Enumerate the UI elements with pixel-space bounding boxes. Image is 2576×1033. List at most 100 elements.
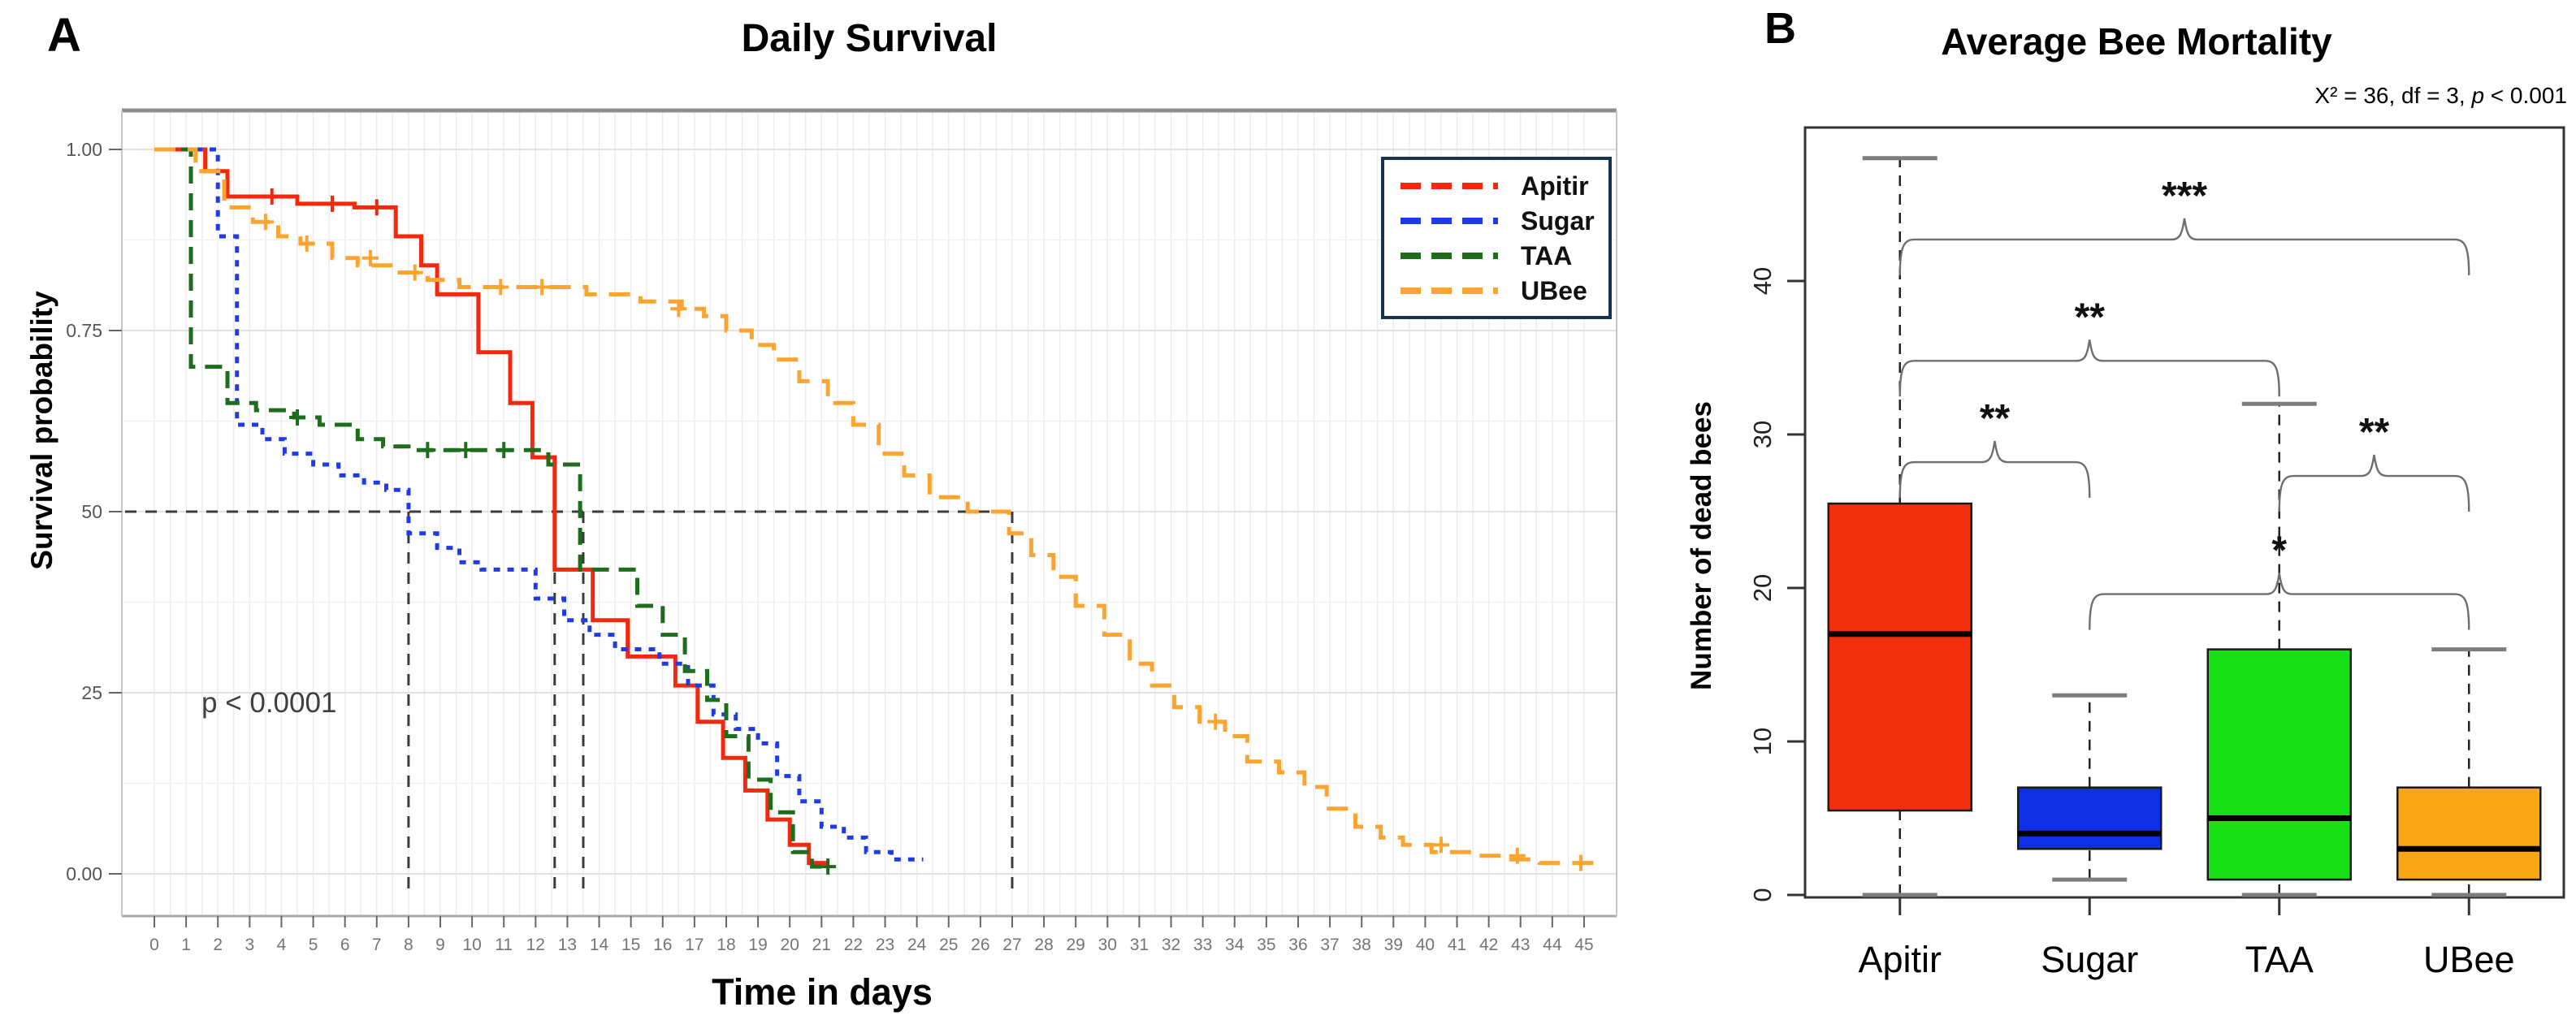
- x-tick-label: 13: [558, 936, 577, 954]
- boxplot-group-taa: [2206, 401, 2352, 897]
- panel-b-label: B: [1764, 4, 1796, 53]
- survival-curve-ubee: [154, 147, 1594, 866]
- legend-item-sugar: Sugar: [1399, 203, 1608, 238]
- stats-p-threshold: < 0.001: [2484, 83, 2567, 108]
- censor-mark-ubee: [492, 279, 509, 296]
- significance-bracket: [1898, 339, 2280, 397]
- x-tick-label: 8: [404, 936, 413, 954]
- censor-mark-ubee: [298, 235, 315, 252]
- x-tick-label: 35: [1257, 936, 1275, 954]
- box-iqr: [1827, 502, 1972, 812]
- x-tick-label: 25: [939, 936, 958, 954]
- x-tick-label: 36: [1288, 936, 1307, 954]
- legend-item-apitir: Apitir: [1399, 168, 1608, 203]
- legend-item-ubee: UBee: [1399, 273, 1608, 308]
- y-tick-label: 50: [81, 501, 102, 522]
- y-tick-label: 10: [1748, 728, 1777, 755]
- box-iqr: [2206, 648, 2352, 881]
- significance-bracket: [1898, 440, 2091, 499]
- x-tick-label: 32: [1162, 936, 1180, 954]
- x-tick-label: 0: [149, 936, 159, 954]
- censor-mark-ubee: [406, 264, 423, 281]
- y-tick-label: 30: [1748, 421, 1777, 448]
- x-tick-label: 18: [717, 936, 735, 954]
- x-tick-label: 20: [781, 936, 799, 954]
- significance-stars: **: [2359, 411, 2390, 454]
- y-tick-label: 1.00: [66, 139, 102, 160]
- censor-mark-taa: [419, 442, 436, 459]
- x-tick-label: 4: [277, 936, 287, 954]
- x-tick-label: 45: [1574, 936, 1593, 954]
- censor-mark-ubee: [534, 279, 551, 296]
- box-iqr: [2396, 786, 2542, 881]
- censor-mark-ubee: [1207, 713, 1224, 730]
- category-label: UBee: [2423, 939, 2515, 980]
- censor-mark-ubee: [362, 249, 379, 266]
- panel-a-label: A: [47, 9, 81, 62]
- significance-stars: **: [1980, 397, 2011, 440]
- censor-mark-ubee: [257, 214, 274, 231]
- stats-p-symbol: p: [2471, 83, 2485, 108]
- x-tick-label: 42: [1479, 936, 1498, 954]
- censor-mark-taa: [820, 858, 837, 875]
- significance-stars: *: [2271, 529, 2287, 573]
- y-tick-label: 0.00: [66, 863, 102, 884]
- category-label: Apitir: [1858, 939, 1942, 980]
- boxplot-group-apitir: [1827, 156, 1972, 897]
- censor-mark-apitir: [263, 188, 280, 205]
- panel-a-xlabel: Time in days: [712, 971, 933, 1013]
- legend-line-sample: [1401, 182, 1506, 189]
- x-tick-label: 7: [372, 936, 382, 954]
- y-tick-label: 0.75: [66, 320, 102, 341]
- boxplot-group-sugar: [2017, 693, 2163, 882]
- x-tick-label: 39: [1384, 936, 1403, 954]
- x-tick-label: 14: [590, 936, 609, 954]
- x-tick-label: 30: [1098, 936, 1117, 954]
- significance-stars: **: [2075, 296, 2106, 339]
- legend-line-sample: [1401, 252, 1506, 259]
- x-tick-label: 10: [462, 936, 481, 954]
- x-tick-label: 26: [971, 936, 989, 954]
- x-tick-label: 34: [1225, 936, 1245, 954]
- category-label: Sugar: [2041, 939, 2138, 980]
- x-tick-label: 40: [1416, 936, 1435, 954]
- panel-a-title: Daily Survival: [741, 17, 998, 60]
- x-tick-label: 16: [653, 936, 672, 954]
- x-tick-label: 44: [1543, 936, 1562, 954]
- x-tick-label: 24: [907, 936, 927, 954]
- x-tick-label: 23: [876, 936, 894, 954]
- censor-mark-ubee: [1432, 836, 1449, 854]
- x-tick-label: 41: [1448, 936, 1466, 954]
- legend-label: UBee: [1521, 275, 1587, 305]
- x-tick-label: 6: [340, 936, 350, 954]
- legend: Apitir Sugar TAA UBee: [1381, 157, 1612, 319]
- panel-b-title: Average Bee Mortality: [1941, 20, 2332, 63]
- censor-mark-taa: [457, 442, 474, 459]
- pvalue-annotation: p < 0.0001: [201, 687, 337, 719]
- x-tick-label: 17: [685, 936, 704, 954]
- x-tick-label: 33: [1193, 936, 1212, 954]
- significance-bracket: [2089, 573, 2470, 630]
- x-tick-label: 29: [1067, 936, 1085, 954]
- censor-mark-ubee: [1509, 847, 1526, 864]
- x-tick-label: 3: [245, 936, 254, 954]
- x-tick-label: 19: [748, 936, 767, 954]
- x-tick-label: 38: [1353, 936, 1371, 954]
- significance-stars: ***: [2162, 175, 2207, 218]
- x-tick-label: 28: [1034, 936, 1053, 954]
- x-tick-label: 2: [213, 936, 223, 954]
- x-tick-label: 21: [812, 936, 831, 954]
- legend-line-sample: [1401, 217, 1506, 224]
- y-tick-label: 25: [81, 682, 102, 703]
- censor-mark-apitir: [368, 199, 385, 216]
- x-tick-label: 15: [621, 936, 640, 954]
- x-tick-label: 1: [181, 936, 191, 954]
- censor-mark-apitir: [324, 195, 341, 212]
- legend-item-taa: TAA: [1399, 238, 1608, 273]
- stats-annotation: X² = 36, df = 3, p < 0.001: [2080, 83, 2567, 109]
- legend-label: TAA: [1521, 240, 1573, 270]
- survival-curve-taa: [154, 147, 831, 869]
- survival-curve-apitir: [154, 147, 829, 866]
